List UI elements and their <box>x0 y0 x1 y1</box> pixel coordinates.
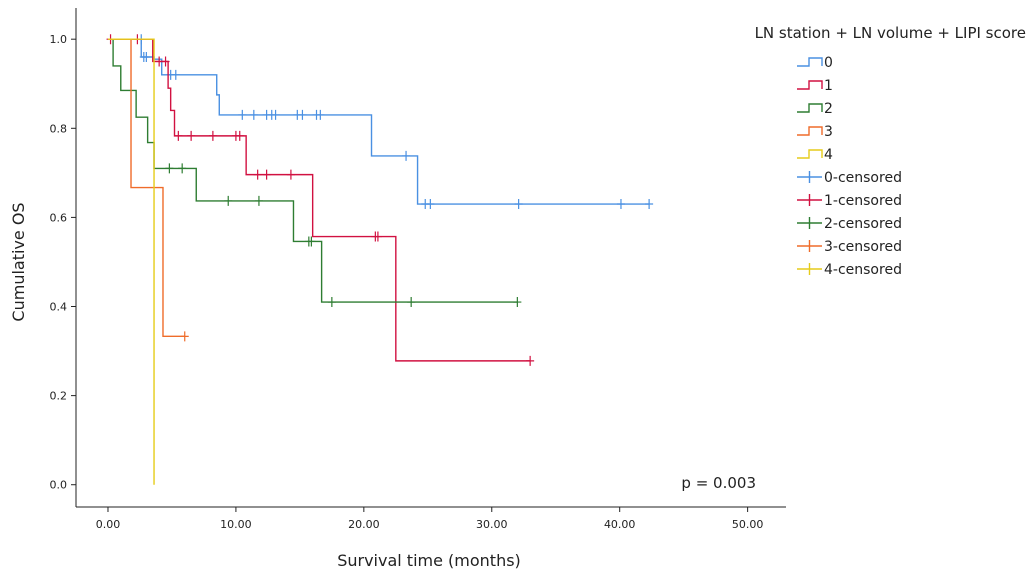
censor-mark-0 <box>645 199 654 210</box>
legend-label: 1-censored <box>824 193 902 209</box>
censor-mark-1 <box>262 169 271 180</box>
legend: LN station + LN volume + LIPI score 0 1 2 3… <box>755 24 1026 278</box>
legend-label: 3 <box>824 124 833 140</box>
censor-mark-2 <box>254 195 263 206</box>
censor-mark-0 <box>238 109 247 120</box>
censor-mark-0 <box>402 150 411 161</box>
legend-swatch <box>797 57 823 67</box>
legend-item-2: 2 <box>797 101 833 117</box>
x-tick-label: 0.00 <box>96 518 121 531</box>
legend-item-1: 1 <box>797 78 833 94</box>
censor-mark-2 <box>178 163 187 174</box>
legend-swatch <box>797 126 823 136</box>
censor-mark-1 <box>174 130 183 141</box>
legend-title: LN station + LN volume + LIPI score <box>755 24 1026 42</box>
axes: 0.00 10.00 20.00 30.00 40.00 50.00 0.0 0.2 0.4 0.… <box>50 8 786 531</box>
censor-mark-2 <box>165 163 174 174</box>
x-tick-label: 30.00 <box>476 518 508 531</box>
censor-mark-1 <box>187 130 196 141</box>
censor-mark-2 <box>224 195 233 206</box>
legend-swatch <box>797 103 823 113</box>
x-axis-title: Survival time (months) <box>337 551 521 570</box>
legend-label: 2-censored <box>824 216 902 232</box>
censor-mark-0 <box>426 199 435 210</box>
legend-item-4-censored: 4-censored <box>797 262 902 278</box>
y-tick-label: 0.2 <box>50 390 68 403</box>
censor-mark-3 <box>180 331 189 342</box>
censor-mark-0 <box>271 109 280 120</box>
survival-curve-0 <box>107 38 650 205</box>
censor-mark-2 <box>513 297 522 308</box>
censor-mark-1 <box>286 169 295 180</box>
legend-label: 4-censored <box>824 262 902 278</box>
survival-curve-2 <box>107 38 518 303</box>
censor-mark-1 <box>526 355 535 366</box>
censor-mark-0 <box>514 199 523 210</box>
legend-label: 3-censored <box>824 239 902 255</box>
censor-mark-0 <box>316 109 325 120</box>
x-tick-label: 40.00 <box>604 518 636 531</box>
censor-mark-0 <box>171 69 180 80</box>
y-tick-label: 0.0 <box>50 479 68 492</box>
legend-label: 0-censored <box>824 170 902 186</box>
legend-label: 1 <box>824 78 833 94</box>
legend-swatch <box>797 80 823 90</box>
legend-item-3-censored: 3-censored <box>797 239 902 255</box>
x-tick-label: 10.00 <box>220 518 252 531</box>
legend-swatch <box>797 149 823 159</box>
legend-item-4: 4 <box>797 147 833 163</box>
y-tick-label: 0.8 <box>50 122 68 135</box>
censor-mark-0 <box>249 109 258 120</box>
censor-mark-1 <box>161 56 170 67</box>
legend-label: 2 <box>824 101 833 117</box>
x-tick-label: 50.00 <box>732 518 764 531</box>
legend-swatch <box>797 263 822 275</box>
y-tick-label: 1.0 <box>50 33 68 46</box>
plot-area <box>106 34 654 485</box>
y-tick-label: 0.6 <box>50 211 68 224</box>
legend-label: 4 <box>824 147 833 163</box>
legend-item-1-censored: 1-censored <box>797 193 902 209</box>
survival-curve-4 <box>107 38 155 485</box>
censor-mark-0 <box>298 109 307 120</box>
censor-mark-2 <box>327 297 336 308</box>
censor-mark-0 <box>616 199 625 210</box>
survival-curve-1 <box>107 38 531 362</box>
legend-item-2-censored: 2-censored <box>797 216 902 232</box>
legend-swatch <box>797 240 822 252</box>
censor-mark-2 <box>307 236 316 247</box>
censor-mark-1 <box>373 231 382 242</box>
legend-item-0-censored: 0-censored <box>797 170 902 186</box>
legend-label: 0 <box>824 55 833 71</box>
survival-curve-3 <box>107 38 185 338</box>
censor-mark-1 <box>235 130 244 141</box>
p-value-annotation: p = 0.003 <box>681 474 756 492</box>
y-axis-title: Cumulative OS <box>9 202 28 321</box>
legend-swatch <box>797 171 822 183</box>
legend-swatch <box>797 194 822 206</box>
censor-mark-2 <box>407 297 416 308</box>
legend-swatch <box>797 217 822 229</box>
censor-mark-1 <box>253 169 262 180</box>
legend-item-0: 0 <box>797 55 833 71</box>
y-tick-label: 0.4 <box>50 301 68 314</box>
legend-item-3: 3 <box>797 124 833 140</box>
censor-mark-1 <box>208 130 217 141</box>
x-tick-label: 20.00 <box>348 518 380 531</box>
censor-mark-0 <box>142 52 151 63</box>
